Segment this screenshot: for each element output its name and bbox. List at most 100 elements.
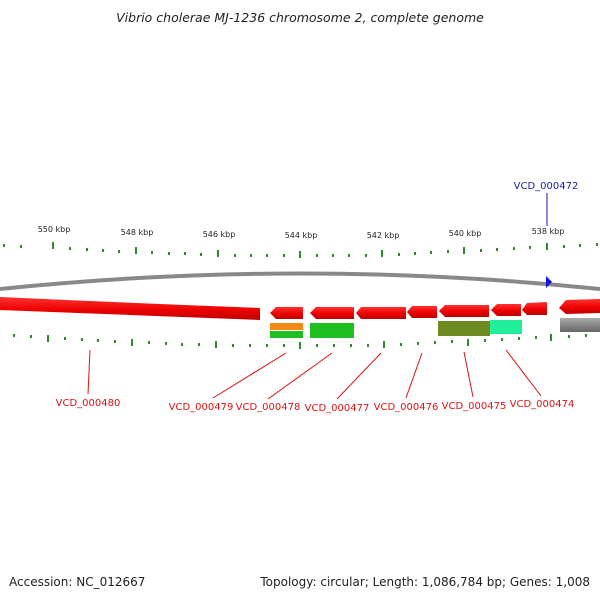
- minor-tick: [20, 245, 22, 248]
- minor-tick: [181, 343, 183, 346]
- gene-leader-lines: [87, 349, 542, 400]
- minor-tick: [165, 342, 167, 345]
- minor-tick: [434, 341, 436, 344]
- minor-tick: [200, 253, 202, 256]
- gene-label[interactable]: VCD_000476: [374, 402, 439, 413]
- gene-label[interactable]: VCD_000480: [56, 398, 121, 409]
- minor-tick: [417, 342, 419, 345]
- minor-tick: [249, 344, 251, 347]
- minor-tick: [234, 254, 236, 257]
- genome-summary-text: Topology: circular; Length: 1,086,784 bp…: [259, 575, 590, 589]
- minor-tick: [114, 340, 116, 343]
- minor-tick: [118, 250, 120, 253]
- minor-tick: [283, 254, 285, 257]
- feature-orange-domain[interactable]: [270, 323, 303, 330]
- minor-tick: [529, 246, 531, 249]
- scale-label: 546 kbp: [203, 230, 236, 239]
- minor-tick: [148, 341, 150, 344]
- gene-arrow-vcd-000473[interactable]: [522, 302, 547, 315]
- major-tick: [299, 251, 301, 258]
- minor-tick: [414, 252, 416, 255]
- major-tick: [47, 335, 49, 342]
- minor-tick: [430, 251, 432, 254]
- scale-label: 540 kbp: [449, 229, 482, 238]
- minor-tick: [365, 254, 367, 257]
- minor-tick: [585, 334, 587, 337]
- minor-tick: [596, 243, 598, 246]
- minor-tick: [451, 340, 453, 343]
- gene-label[interactable]: VCD_000479: [169, 402, 234, 413]
- major-tick: [135, 247, 137, 254]
- leader-line-vcd-000475: [463, 351, 474, 398]
- minor-tick: [232, 344, 234, 347]
- upper-tick-row: [3, 242, 598, 258]
- scale-label: 550 kbp: [38, 225, 71, 234]
- minor-tick: [480, 249, 482, 252]
- major-tick: [217, 250, 219, 257]
- minor-tick: [447, 250, 449, 253]
- gene-arrow-vcd-000478[interactable]: [310, 307, 354, 319]
- minor-tick: [69, 247, 71, 250]
- leader-line-vcd-000478: [267, 352, 333, 400]
- minor-tick: [350, 344, 352, 347]
- feature-track: [270, 318, 600, 338]
- minor-tick: [81, 338, 83, 341]
- gene-arrow-next[interactable]: [559, 299, 600, 314]
- minor-tick: [535, 336, 537, 339]
- gene-arrow-vcd-000479[interactable]: [270, 307, 303, 319]
- major-tick: [463, 247, 465, 254]
- backbone-arc: [0, 271, 600, 291]
- gene-label[interactable]: VCD_000478: [236, 402, 301, 413]
- major-tick: [383, 341, 385, 348]
- minor-tick: [97, 339, 99, 342]
- feature-gray-block[interactable]: [560, 318, 600, 332]
- feature-green-domain[interactable]: [310, 323, 354, 338]
- minor-tick: [283, 344, 285, 347]
- minor-tick: [400, 343, 402, 346]
- highlight-arrow-marker: [546, 276, 552, 288]
- scale-label: 548 kbp: [121, 228, 154, 237]
- minor-tick: [568, 335, 570, 338]
- feature-olive-domain[interactable]: [438, 321, 490, 336]
- minor-tick: [266, 254, 268, 257]
- scale-label: 542 kbp: [367, 231, 400, 240]
- gene-arrow-vcd-000477[interactable]: [356, 307, 406, 319]
- feature-green-domain[interactable]: [270, 331, 303, 338]
- gene-arrow-vcd-000476[interactable]: [407, 306, 437, 318]
- gene-track: [0, 297, 600, 320]
- gene-arrow-vcd-000480[interactable]: [0, 297, 260, 320]
- minor-tick: [348, 254, 350, 257]
- map-title: Vibrio cholerae MJ-1236 chromosome 2, co…: [116, 10, 484, 25]
- major-tick: [52, 242, 54, 249]
- minor-tick: [579, 244, 581, 247]
- minor-tick: [367, 344, 369, 347]
- minor-tick: [332, 254, 334, 257]
- major-tick: [299, 342, 301, 349]
- feature-teal-domain[interactable]: [490, 320, 522, 334]
- highlight-gene-vcd-000472[interactable]: VCD_000472: [514, 181, 579, 288]
- minor-tick: [266, 344, 268, 347]
- scale-labels: 550 kbp 548 kbp 546 kbp 544 kbp 542 kbp …: [38, 225, 565, 240]
- minor-tick: [316, 254, 318, 257]
- gene-labels: VCD_000480 VCD_000479 VCD_000478 VCD_000…: [56, 398, 575, 414]
- minor-tick: [518, 337, 520, 340]
- leader-line-vcd-000479: [212, 352, 287, 399]
- minor-tick: [3, 244, 5, 247]
- gene-label[interactable]: VCD_000475: [442, 401, 507, 412]
- minor-tick: [563, 245, 565, 248]
- gene-label[interactable]: VCD_000474: [510, 399, 575, 410]
- minor-tick: [316, 344, 318, 347]
- minor-tick: [168, 252, 170, 255]
- gene-arrow-vcd-000474[interactable]: [491, 304, 521, 316]
- scale-label: 538 kbp: [532, 227, 565, 236]
- minor-tick: [484, 339, 486, 342]
- minor-tick: [198, 343, 200, 346]
- major-tick: [550, 334, 552, 341]
- minor-tick: [102, 249, 104, 252]
- minor-tick: [184, 252, 186, 255]
- highlight-gene-label[interactable]: VCD_000472: [514, 181, 579, 192]
- gene-label[interactable]: VCD_000477: [305, 403, 370, 414]
- gene-arrow-vcd-000475[interactable]: [439, 305, 489, 317]
- minor-tick: [398, 253, 400, 256]
- minor-tick: [64, 337, 66, 340]
